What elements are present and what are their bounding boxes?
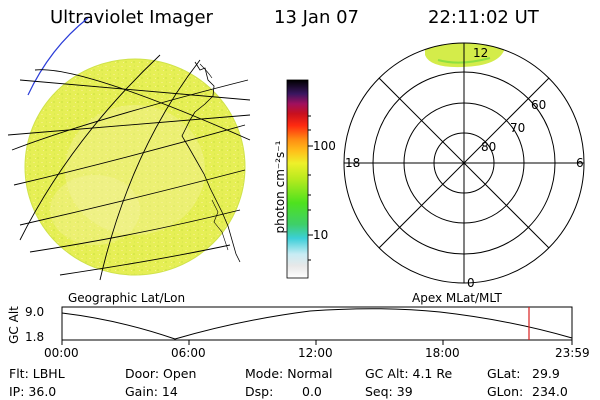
polar-mlt-6: 6 xyxy=(576,156,584,170)
colorbar-unit-label: photon cm⁻²s⁻¹ xyxy=(273,140,287,234)
limb-blue-line xyxy=(27,17,89,96)
glat-value: 29.9 xyxy=(532,366,560,381)
altitude-xtick-0600: 06:00 xyxy=(171,346,206,360)
glon-label: GLon: xyxy=(487,384,524,399)
altitude-xtick-2359: 23:59 xyxy=(555,346,590,360)
time-label: 22:11:02 UT xyxy=(428,7,539,28)
altitude-xtick-1800: 18:00 xyxy=(425,346,460,360)
altitude-ytick-bottom: 1.8 xyxy=(25,330,45,344)
polar-mlt-0: 0 xyxy=(467,276,475,290)
polar-mlt-12: 12 xyxy=(473,46,489,60)
polar-lat-80: 80 xyxy=(481,140,497,154)
ip-value: IP: 36.0 xyxy=(9,384,57,399)
mode-value: Mode: Normal xyxy=(245,366,333,381)
altitude-curve xyxy=(61,308,573,340)
altitude-xtick-0000: 00:00 xyxy=(44,346,79,360)
app-title: Ultraviolet Imager xyxy=(50,7,213,28)
colorbar-tick-100: 100 xyxy=(313,139,336,153)
polar-mlt-18: 18 xyxy=(345,156,361,170)
coastline xyxy=(181,61,241,263)
geographic-panel-label: Geographic Lat/Lon xyxy=(68,291,186,305)
polar-lat-60: 60 xyxy=(531,98,547,112)
altitude-plot xyxy=(61,306,573,345)
altitude-xtick-1200: 12:00 xyxy=(298,346,333,360)
altitude-ylabel: GC Alt xyxy=(7,306,21,344)
gain-value: Gain: 14 xyxy=(125,384,178,399)
dsp-value: 0.0 xyxy=(302,384,322,399)
glat-label: GLat: xyxy=(487,366,521,381)
apex-panel-label: Apex MLat/MLT xyxy=(412,291,502,305)
polar-lat-70: 70 xyxy=(510,121,526,135)
date-label: 13 Jan 07 xyxy=(274,7,359,28)
polar-plot xyxy=(343,42,585,284)
colorbar xyxy=(286,79,313,279)
gc-alt-value: GC Alt: 4.1 Re xyxy=(365,366,453,381)
door-status: Door: Open xyxy=(125,366,197,381)
geo-grid xyxy=(7,54,251,281)
filter-value: Flt: LBHL xyxy=(9,366,65,381)
seq-value: Seq: 39 xyxy=(365,384,413,399)
colorbar-tick-10: 10 xyxy=(313,228,329,242)
glon-value: 234.0 xyxy=(532,384,568,399)
globe-image xyxy=(7,17,251,281)
dsp-label: Dsp: xyxy=(245,384,274,399)
altitude-ytick-top: 9.0 xyxy=(25,305,45,319)
